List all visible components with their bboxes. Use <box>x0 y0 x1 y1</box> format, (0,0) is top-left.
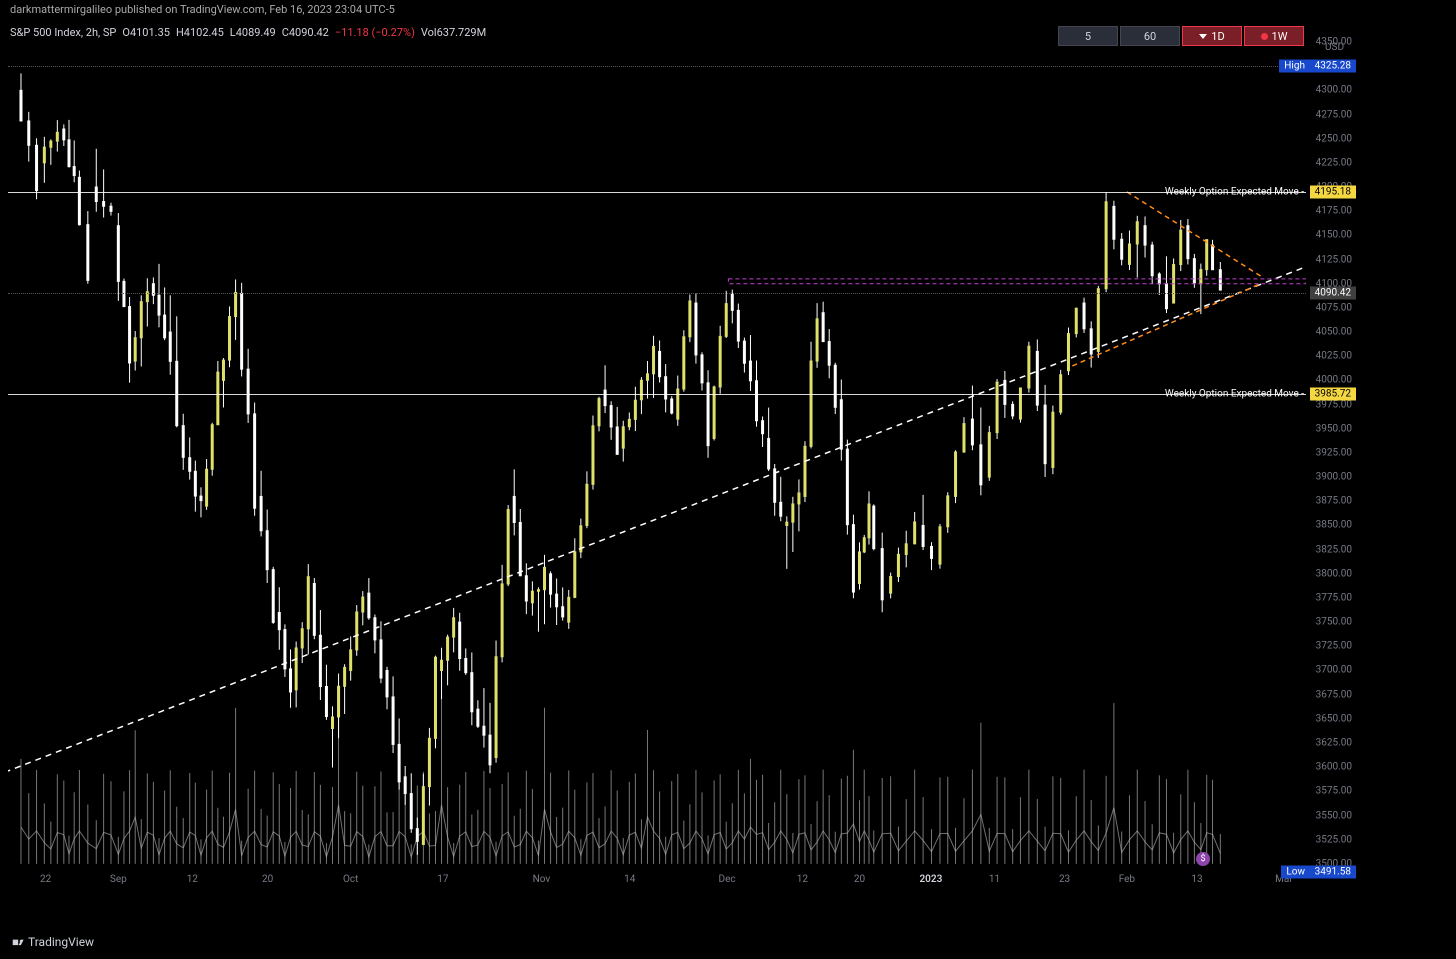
x-tick: 20 <box>854 874 865 885</box>
price-tag-label: Weekly Option Expected Move - <box>1165 186 1304 197</box>
x-tick: 12 <box>797 874 808 885</box>
y-tick: 3700.00 <box>1316 665 1352 676</box>
price-tag: 4325.28 <box>1310 59 1356 72</box>
y-tick: 3625.00 <box>1316 737 1352 748</box>
y-tick: 3950.00 <box>1316 423 1352 434</box>
alert-icon[interactable]: $ <box>1196 852 1210 866</box>
ohlc-open: O4101.35 <box>122 26 170 39</box>
x-tick: Nov <box>533 874 551 885</box>
y-tick: 3750.00 <box>1316 617 1352 628</box>
x-tick: 22 <box>40 874 51 885</box>
x-tick: Oct <box>343 874 358 885</box>
y-tick: 3875.00 <box>1316 496 1352 507</box>
x-tick: Feb <box>1119 874 1135 885</box>
y-tick: 4150.00 <box>1316 230 1352 241</box>
price-axis[interactable]: 4350.004325.004300.004275.004250.004225.… <box>1306 42 1356 872</box>
x-tick: Sep <box>110 874 127 885</box>
publish-info: darkmattermirgalileo published on Tradin… <box>0 0 1456 20</box>
x-tick: 13 <box>1191 874 1202 885</box>
y-tick: 4250.00 <box>1316 133 1352 144</box>
price-tag-label: High <box>1279 59 1310 72</box>
price-tag: 3491.58 <box>1310 866 1356 879</box>
ohlc-low: L4089.49 <box>230 26 276 39</box>
y-tick: 3800.00 <box>1316 568 1352 579</box>
y-tick: 3775.00 <box>1316 592 1352 603</box>
x-tick: 12 <box>187 874 198 885</box>
y-tick: 3900.00 <box>1316 472 1352 483</box>
horizontal-line <box>8 394 1306 395</box>
volume-value: Vol637.729M <box>421 26 486 39</box>
candlestick-chart <box>8 42 1306 872</box>
horizontal-line <box>8 66 1306 67</box>
x-tick: 2023 <box>919 874 942 885</box>
y-tick: 3675.00 <box>1316 689 1352 700</box>
time-axis[interactable]: 22Sep1220Oct17Nov14Dec122020231123Feb13M… <box>8 872 1306 890</box>
y-tick: 3725.00 <box>1316 641 1352 652</box>
price-tag: 4195.18 <box>1310 185 1356 198</box>
price-tag-label: Weekly Option Expected Move - <box>1165 389 1304 400</box>
price-tag-label: Low <box>1281 866 1310 879</box>
y-tick: 3550.00 <box>1316 810 1352 821</box>
y-tick: 4225.00 <box>1316 157 1352 168</box>
y-tick: 3650.00 <box>1316 713 1352 724</box>
chart-pane[interactable]: $ <box>8 42 1306 872</box>
y-tick: 4025.00 <box>1316 351 1352 362</box>
ohlc-close: C4090.42 <box>282 26 329 39</box>
y-tick: 4075.00 <box>1316 302 1352 313</box>
x-tick: 20 <box>262 874 273 885</box>
tradingview-brand: TradingView <box>10 935 94 949</box>
y-tick: 4050.00 <box>1316 327 1352 338</box>
price-tag: 3985.72 <box>1310 388 1356 401</box>
x-tick: Dec <box>719 874 736 885</box>
tradingview-logo-icon <box>10 935 24 949</box>
x-tick: 11 <box>989 874 1000 885</box>
y-tick: 3975.00 <box>1316 399 1352 410</box>
ohlc-high: H4102.45 <box>176 26 224 39</box>
y-tick: 4275.00 <box>1316 109 1352 120</box>
price-tag: 4090.42 <box>1310 286 1356 299</box>
y-tick: 3850.00 <box>1316 520 1352 531</box>
x-tick: 14 <box>624 874 635 885</box>
y-tick: 3525.00 <box>1316 834 1352 845</box>
symbol-name: S&P 500 Index, 2h, SP <box>10 26 116 39</box>
x-tick: 23 <box>1059 874 1070 885</box>
horizontal-line <box>8 192 1306 193</box>
y-tick: 4175.00 <box>1316 206 1352 217</box>
y-tick: 3925.00 <box>1316 447 1352 458</box>
x-tick: 17 <box>437 874 448 885</box>
y-tick: 4350.00 <box>1316 37 1352 48</box>
y-tick: 3575.00 <box>1316 786 1352 797</box>
y-tick: 4125.00 <box>1316 254 1352 265</box>
change-value: −11.18 (−0.27%) <box>335 26 415 39</box>
horizontal-line <box>8 293 1306 294</box>
y-tick: 3825.00 <box>1316 544 1352 555</box>
y-tick: 4300.00 <box>1316 85 1352 96</box>
y-tick: 3600.00 <box>1316 762 1352 773</box>
y-tick: 4000.00 <box>1316 375 1352 386</box>
